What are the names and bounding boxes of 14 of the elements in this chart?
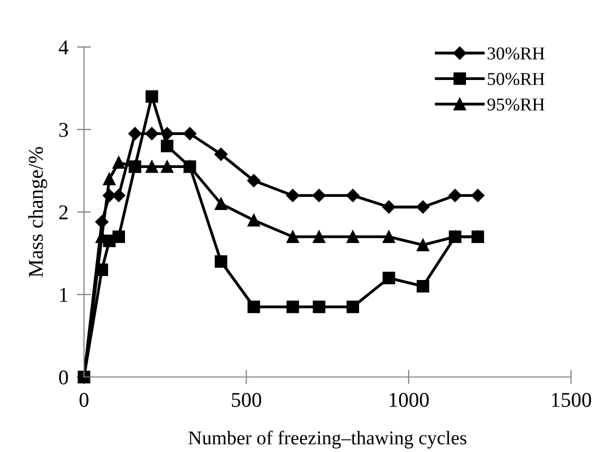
y-axis-title: Mass change/%	[28, 147, 48, 278]
x-tick-label: 500	[232, 392, 262, 407]
y-tick-label: 2	[59, 205, 68, 220]
y-tick-label: 4	[58, 40, 68, 54]
legend-label: 30%RH	[488, 47, 544, 60]
y-tick-label: 1	[60, 288, 68, 302]
x-tick-label: 1000	[390, 392, 429, 407]
x-axis-title: Number of freezing–thawing cycles	[188, 430, 466, 448]
legend-label: 50%RH	[488, 72, 544, 86]
x-tick-label: 1500	[552, 392, 592, 407]
legend-label: 95%RH	[487, 98, 544, 111]
y-tick-label: 3	[59, 122, 68, 137]
y-tick-label: 0	[59, 370, 68, 384]
x-tick-label: 0	[80, 392, 88, 407]
